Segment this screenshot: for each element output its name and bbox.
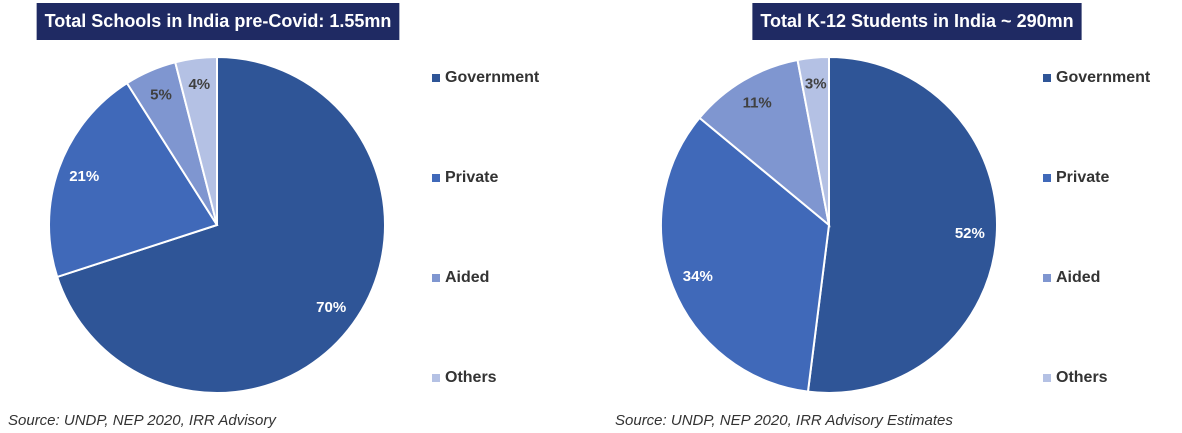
legend-label: Government [1056,69,1151,86]
legend-swatch [432,374,440,382]
title-box [36,3,400,40]
legend-label: Aided [445,269,489,286]
pie-slice [796,55,830,226]
legend-label: Private [445,169,498,186]
data-label: 21% [69,168,99,185]
data-label: 70% [316,299,346,316]
legend-swatch [432,174,440,182]
source-note: Source: UNDP, NEP 2020, IRR Advisory [8,412,277,429]
legend-label: Others [445,369,497,386]
data-label: 52% [955,225,985,242]
source-note: Source: UNDP, NEP 2020, IRR Advisory Est… [615,412,953,429]
chart-title: Total K-12 Students in India ~ 290mn [760,11,1073,31]
pie-slice [48,81,219,279]
pie-slice [660,116,831,393]
pie-slice [806,55,998,394]
legend-swatch [1043,74,1051,82]
data-label: 11% [743,95,772,112]
chart-title: Total Schools in India pre-Covid: 1.55mn [45,11,392,31]
legend-swatch [432,74,440,82]
pie-slice [55,55,386,394]
data-label: 34% [683,268,713,285]
title-box [752,3,1082,40]
data-label: 3% [805,75,827,92]
legend-swatch [432,274,440,282]
pie-slice [698,58,831,228]
legend-swatch [1043,274,1051,282]
legend-swatch [1043,174,1051,182]
data-label: 5% [150,86,172,103]
legend-label: Aided [1056,269,1100,286]
data-label: 4% [188,76,210,93]
legend-label: Others [1056,369,1108,386]
legend-swatch [1043,374,1051,382]
pie-slice [174,55,218,226]
legend-label: Private [1056,169,1109,186]
legend-label: Government [445,69,540,86]
